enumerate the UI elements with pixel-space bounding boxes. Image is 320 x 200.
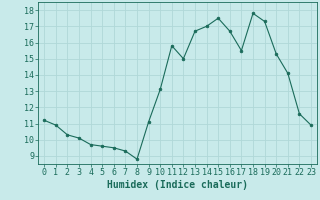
X-axis label: Humidex (Indice chaleur): Humidex (Indice chaleur) [107,180,248,190]
